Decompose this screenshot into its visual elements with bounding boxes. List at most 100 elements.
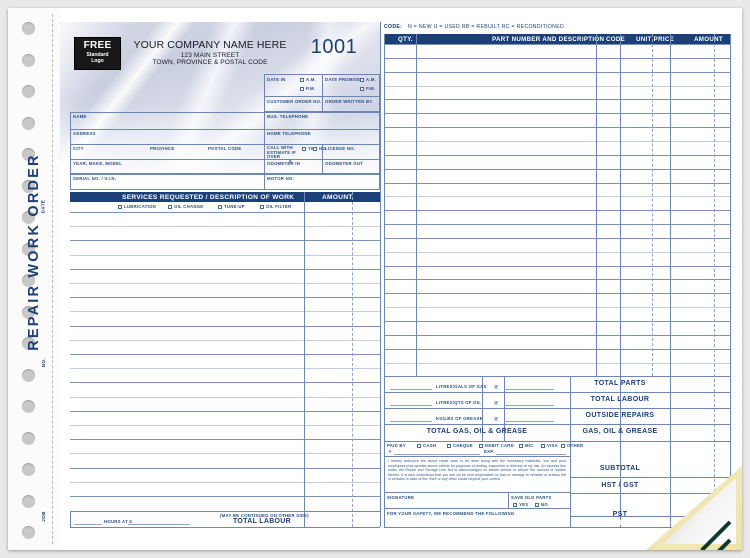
label-hours-at: HOURS AT $ (104, 519, 133, 524)
checkbox-date-in-am[interactable]: A.M. (300, 77, 316, 82)
company-block: YOUR COMPANY NAME HERE 123 MAIN STREET T… (130, 39, 290, 66)
checkbox-box-icon[interactable] (447, 443, 451, 448)
fluid-price-fill-line[interactable] (504, 421, 554, 422)
work-line[interactable] (70, 283, 380, 284)
work-line[interactable] (70, 396, 380, 398)
work-line[interactable] (70, 339, 380, 341)
expiry-fill-line (496, 454, 566, 455)
fluid-qty-fill-line[interactable] (390, 389, 432, 390)
checkbox-box-icon[interactable] (535, 502, 539, 507)
parts-line[interactable] (384, 321, 730, 322)
hours-count-fill-line (74, 524, 102, 525)
work-line[interactable] (70, 425, 380, 426)
parts-line[interactable] (384, 113, 730, 115)
work-line[interactable] (70, 254, 380, 256)
work-line[interactable] (70, 297, 380, 299)
work-line[interactable] (70, 439, 380, 441)
checkbox-call-yes[interactable]: YES (302, 146, 317, 151)
binder-hole (22, 148, 35, 161)
checkbox-box-icon[interactable] (417, 443, 421, 448)
parts-line[interactable] (384, 154, 730, 156)
checkbox-box-icon[interactable] (300, 86, 304, 91)
work-line[interactable] (70, 368, 380, 370)
checkbox-save-parts-yes[interactable]: YES (513, 502, 528, 507)
parts-line[interactable] (384, 168, 730, 170)
work-line[interactable] (70, 240, 380, 242)
work-line[interactable] (70, 226, 380, 228)
checkbox-paidby-cheque[interactable]: CHEQUE (447, 443, 473, 448)
checkbox-promised-am[interactable]: A.M. (360, 77, 376, 82)
checkbox-box-icon[interactable] (168, 204, 172, 209)
label-pm: P.M. (366, 86, 376, 91)
checkbox-box-icon[interactable] (513, 502, 517, 507)
parts-line[interactable] (384, 265, 730, 267)
checkbox-box-icon[interactable] (561, 443, 565, 448)
checkbox-call-no[interactable]: NO (313, 146, 326, 151)
checkbox-service-tune-up[interactable]: TUNE-UP (218, 204, 245, 209)
free-standard-logo: FREE Standard Logo (74, 37, 121, 70)
checkbox-box-icon[interactable] (360, 77, 364, 82)
label-year-make-model: YEAR, MAKE, MODEL (73, 161, 123, 166)
work-line[interactable] (70, 382, 380, 384)
checkbox-service-oil-change[interactable]: OIL CHANGE (168, 204, 203, 209)
work-line[interactable] (70, 311, 380, 313)
checkbox-date-in-pm[interactable]: P.M. (300, 86, 315, 91)
parts-line[interactable] (384, 57, 730, 59)
checkbox-box-icon[interactable] (118, 204, 122, 209)
fluid-price-fill-line[interactable] (504, 389, 554, 390)
checkbox-service-oil-filter[interactable]: OIL FILTER (260, 204, 292, 209)
fluid-qty-fill-line[interactable] (390, 421, 432, 422)
total-label-total: TOTAL (607, 520, 633, 527)
parts-line[interactable] (384, 362, 730, 364)
parts-line[interactable] (384, 182, 730, 184)
work-line[interactable] (70, 453, 380, 455)
checkbox-box-icon[interactable] (260, 204, 264, 209)
parts-line[interactable] (384, 237, 730, 239)
parts-line[interactable] (384, 196, 730, 198)
checkbox-box-icon[interactable] (218, 204, 222, 209)
parts-line[interactable] (384, 140, 730, 142)
parts-line[interactable] (384, 127, 730, 129)
work-line[interactable] (70, 467, 380, 469)
checkbox-box-icon[interactable] (519, 443, 523, 448)
checkbox-promised-pm[interactable]: P.M. (360, 86, 375, 91)
parts-line[interactable] (384, 293, 730, 295)
checkbox-paidby-other[interactable]: OTHER (561, 443, 583, 448)
parts-line[interactable] (384, 85, 730, 87)
checkbox-box-icon[interactable] (360, 86, 364, 91)
checkbox-paidby-debit-card[interactable]: DEBIT CARD (479, 443, 514, 448)
work-line[interactable] (70, 325, 380, 327)
label-yes: YES (519, 502, 529, 507)
parts-line[interactable] (384, 334, 730, 336)
parts-line[interactable] (384, 71, 730, 73)
checkbox-box-icon[interactable] (302, 146, 306, 151)
checkbox-paidby-cash[interactable]: CASH (417, 443, 436, 448)
parts-line[interactable] (384, 279, 730, 281)
work-line[interactable] (70, 481, 380, 483)
checkbox-save-parts-no[interactable]: NO (535, 502, 548, 507)
parts-line[interactable] (384, 44, 730, 45)
parts-line[interactable] (384, 99, 730, 101)
parts-line[interactable] (384, 307, 730, 309)
label-bus-telephone: BUS. TELEPHONE (267, 114, 309, 119)
fluid-price-fill-line[interactable] (504, 405, 554, 406)
label-am: A.M. (366, 77, 377, 82)
checkbox-service-lubrication[interactable]: LUBRICATION (118, 204, 156, 209)
work-line[interactable] (70, 212, 380, 213)
parts-line[interactable] (384, 251, 730, 253)
parts-line[interactable] (384, 348, 730, 350)
checkbox-box-icon[interactable] (479, 443, 483, 448)
work-line[interactable] (70, 354, 380, 355)
checkbox-box-icon[interactable] (313, 146, 317, 151)
fluid-qty-fill-line[interactable] (390, 405, 432, 406)
checkbox-box-icon[interactable] (300, 77, 304, 82)
checkbox-box-icon[interactable] (541, 443, 545, 448)
parts-line[interactable] (384, 224, 730, 226)
checkbox-paidby-visa[interactable]: VISA (541, 443, 558, 448)
work-line[interactable] (70, 268, 380, 270)
checkbox-paidby-m-c[interactable]: M/C (519, 443, 534, 448)
work-line[interactable] (70, 496, 380, 497)
work-line[interactable] (70, 410, 380, 412)
label-save-old-parts: SAVE OLD PARTS (511, 495, 552, 500)
parts-line[interactable] (384, 210, 730, 212)
